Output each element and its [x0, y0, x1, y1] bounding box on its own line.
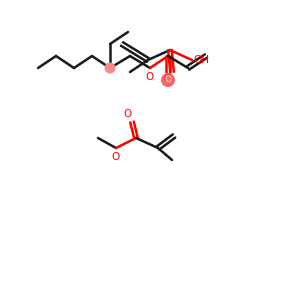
Text: OH: OH [193, 55, 209, 65]
Text: O: O [164, 76, 172, 85]
Text: O: O [124, 109, 132, 119]
Text: O: O [164, 74, 172, 84]
Circle shape [161, 73, 175, 87]
Circle shape [104, 62, 116, 74]
Text: O: O [112, 152, 120, 162]
Text: O: O [146, 72, 154, 82]
